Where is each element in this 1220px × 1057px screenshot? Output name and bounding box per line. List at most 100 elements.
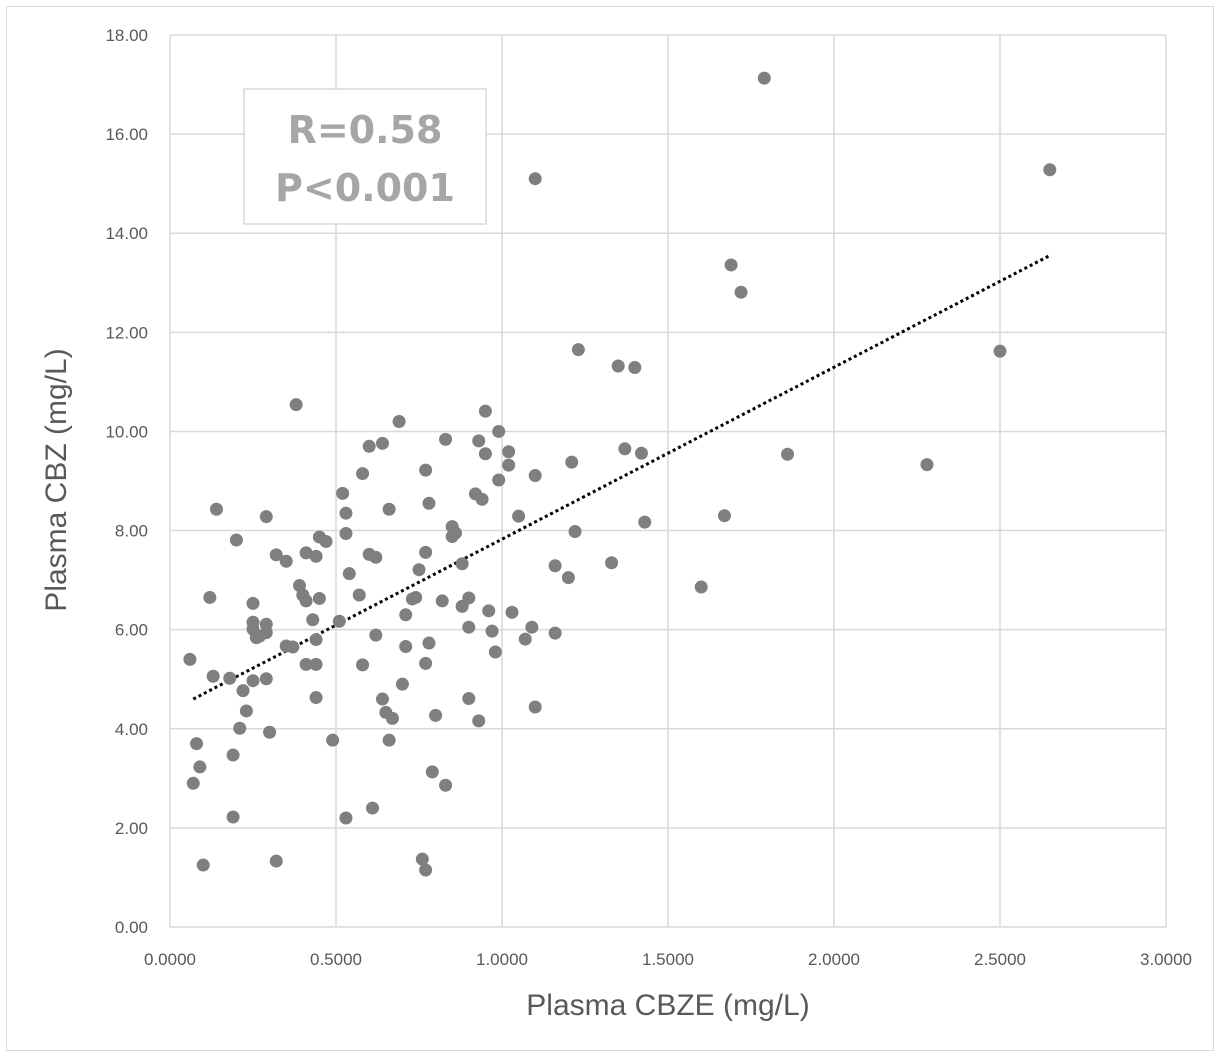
- data-point: [299, 657, 313, 671]
- data-point: [233, 721, 247, 735]
- data-point: [209, 502, 223, 516]
- data-point: [236, 684, 250, 698]
- data-point: [309, 633, 323, 647]
- y-tick-label: 6.00: [115, 621, 148, 640]
- data-point: [920, 458, 934, 472]
- data-point: [638, 515, 652, 529]
- data-point: [399, 640, 413, 654]
- data-point: [415, 852, 429, 866]
- data-point: [422, 636, 436, 650]
- data-point: [512, 509, 526, 523]
- data-point: [326, 733, 340, 747]
- x-tick-labels: 0.0000 0.5000 1.0000 1.5000 2.0000 2.5000 3.00…: [144, 950, 1192, 969]
- data-point: [392, 415, 406, 429]
- data-point: [482, 604, 496, 618]
- data-point: [455, 557, 469, 571]
- y-tick-label: 16.00: [105, 125, 148, 144]
- annotation-box-border: [243, 88, 487, 225]
- data-point: [502, 458, 516, 472]
- data-point: [366, 801, 380, 815]
- data-point: [239, 704, 253, 718]
- data-point: [757, 71, 771, 85]
- data-point: [339, 506, 353, 520]
- data-point: [193, 760, 207, 774]
- data-point: [369, 550, 383, 564]
- y-tick-label: 4.00: [115, 720, 148, 739]
- x-tick-label: 1.0000: [476, 950, 528, 969]
- data-point: [412, 563, 426, 577]
- y-tick-label: 0.00: [115, 918, 148, 937]
- data-point: [548, 626, 562, 640]
- data-point: [196, 858, 210, 872]
- data-point: [385, 711, 399, 725]
- data-point: [618, 442, 632, 456]
- data-point: [449, 526, 463, 540]
- data-points: [183, 71, 1057, 877]
- data-point: [306, 613, 320, 627]
- data-point: [375, 692, 389, 706]
- data-point: [462, 591, 476, 605]
- data-point: [419, 545, 433, 559]
- data-point: [369, 628, 383, 642]
- data-point: [734, 285, 748, 299]
- data-point: [422, 496, 436, 510]
- annotation-r-value: R=0.58: [288, 108, 443, 152]
- data-point: [399, 608, 413, 622]
- data-point: [336, 486, 350, 500]
- data-point: [492, 424, 506, 438]
- data-point: [518, 632, 532, 646]
- y-tick-label: 14.00: [105, 224, 148, 243]
- y-tick-label: 8.00: [115, 522, 148, 541]
- data-point: [462, 620, 476, 634]
- data-point: [488, 645, 502, 659]
- x-tick-label: 2.5000: [974, 950, 1026, 969]
- data-point: [717, 509, 731, 523]
- annotation-box: R=0.58 P<0.001: [243, 88, 487, 225]
- data-point: [206, 669, 220, 683]
- data-point: [246, 674, 260, 688]
- data-point: [375, 436, 389, 450]
- data-point: [694, 580, 708, 594]
- data-point: [439, 778, 453, 792]
- data-point: [568, 525, 582, 539]
- data-point: [528, 172, 542, 186]
- data-point: [203, 590, 217, 604]
- x-tick-label: 0.0000: [144, 950, 196, 969]
- data-point: [183, 652, 197, 666]
- data-point: [186, 776, 200, 790]
- data-point: [492, 473, 506, 487]
- data-point: [462, 692, 476, 706]
- data-point: [548, 559, 562, 573]
- data-point: [565, 455, 579, 469]
- data-point: [309, 691, 323, 705]
- data-point: [342, 567, 356, 581]
- data-point: [382, 502, 396, 516]
- data-point: [435, 594, 449, 608]
- data-point: [475, 492, 489, 506]
- data-point: [382, 733, 396, 747]
- data-point: [419, 656, 433, 670]
- data-point: [259, 626, 273, 640]
- data-point: [362, 439, 376, 453]
- chart-frame: [6, 6, 1214, 1051]
- data-point: [339, 811, 353, 825]
- x-tick-label: 1.5000: [642, 950, 694, 969]
- data-point: [478, 447, 492, 461]
- x-tick-label: 2.0000: [808, 950, 860, 969]
- data-point: [528, 469, 542, 483]
- data-point: [332, 614, 346, 628]
- data-point: [339, 527, 353, 541]
- y-tick-label: 10.00: [105, 422, 148, 441]
- data-point: [312, 591, 326, 605]
- data-point: [1043, 163, 1057, 177]
- y-tick-label: 12.00: [105, 323, 148, 342]
- data-point: [289, 398, 303, 412]
- trend-line: [192, 254, 1051, 701]
- data-point: [263, 725, 277, 739]
- data-point: [525, 620, 539, 634]
- data-point: [571, 343, 585, 357]
- x-axis-title: Plasma CBZE (mg/L): [526, 989, 809, 1022]
- data-point: [226, 748, 240, 762]
- data-point: [478, 404, 492, 418]
